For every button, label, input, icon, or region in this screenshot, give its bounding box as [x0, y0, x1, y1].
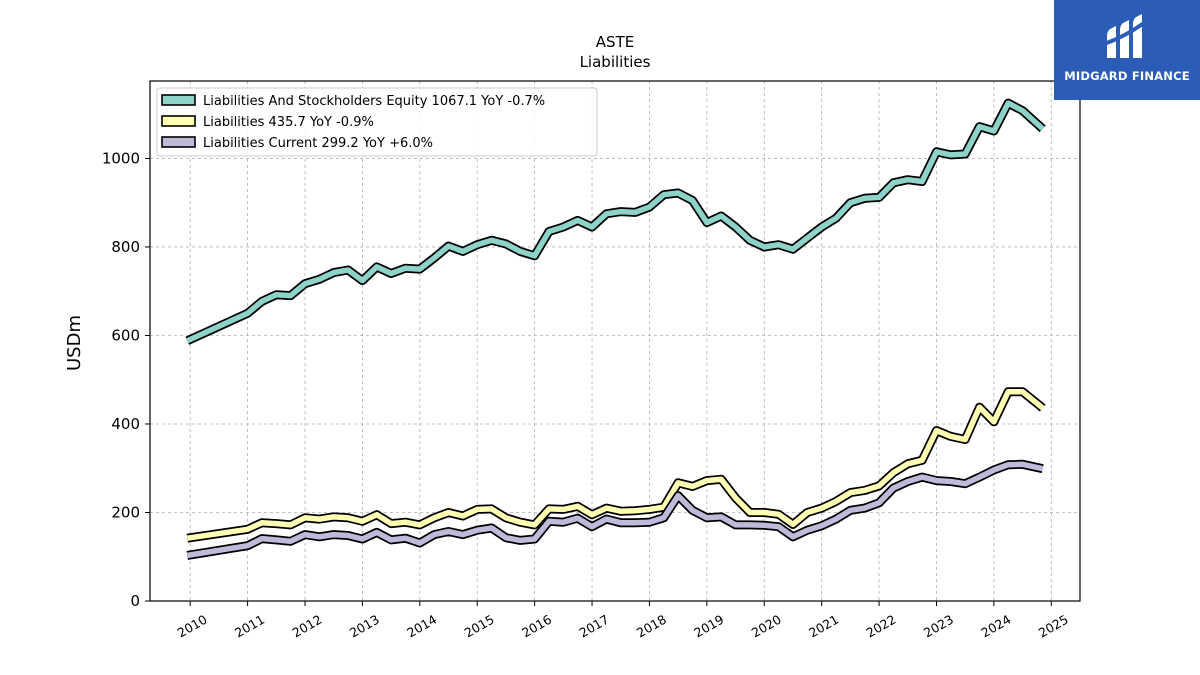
plot-frame: [149, 80, 1081, 602]
legend: Liabilities And Stockholders Equity 1067…: [156, 87, 598, 157]
logo-name: MIDGARD FINANCE: [1064, 69, 1190, 83]
y-axis: 0 200 400 600 800 1000: [102, 149, 150, 610]
x-tick-label-12: 2022: [864, 612, 899, 641]
legend-label-0: Liabilities And Stockholders Equity 1067…: [203, 94, 545, 109]
x-tick-label-3: 2013: [347, 612, 382, 641]
x-tick-label-1: 2011: [232, 612, 267, 641]
y-axis-label: USDm: [64, 315, 85, 371]
y-tick-label-3: 600: [111, 326, 140, 344]
legend-swatch-2: [161, 136, 196, 148]
x-tick-label-6: 2016: [519, 612, 554, 641]
x-axis: 2010 2011 2012 2013 2014 2015 2016 2017 2018 2019…: [175, 601, 1071, 641]
x-tick-label-2: 2012: [289, 612, 324, 641]
series-1: [186, 387, 1046, 543]
legend-swatch-1: [161, 115, 196, 127]
x-tick-label-4: 2014: [404, 612, 439, 641]
x-tick-label-13: 2023: [921, 612, 956, 641]
x-tick-label-10: 2020: [749, 612, 784, 641]
chart-subtitle: Liabilities: [580, 53, 651, 71]
y-tick-label-4: 800: [111, 238, 140, 256]
x-tick-label-8: 2018: [634, 612, 669, 641]
y-tick-label-2: 400: [111, 415, 140, 433]
series-2: [186, 459, 1044, 560]
series-lines: [185, 98, 1046, 560]
x-tick-label-9: 2019: [691, 612, 726, 641]
x-tick-label-11: 2021: [806, 612, 841, 641]
y-tick-label-0: 0: [130, 592, 140, 610]
chart-title: ASTE: [596, 33, 634, 51]
x-tick-label-0: 2010: [175, 612, 210, 641]
legend-swatch-0: [161, 94, 196, 106]
legend-label-1: Liabilities 435.7 YoY -0.9%: [203, 115, 374, 130]
x-tick-label-15: 2025: [1036, 612, 1071, 641]
series-line-2: [186, 461, 1044, 559]
legend-label-2: Liabilities Current 299.2 YoY +6.0%: [203, 136, 433, 151]
y-tick-label-1: 200: [111, 503, 140, 521]
series-line-1: [186, 388, 1045, 541]
x-tick-label-7: 2017: [576, 612, 611, 641]
legend-box: [156, 87, 598, 157]
x-tick-label-5: 2015: [462, 612, 497, 641]
series-0: [185, 98, 1046, 345]
series-line-0: [186, 100, 1045, 344]
x-tick-label-14: 2024: [978, 612, 1013, 641]
logo-mark-icon: [1103, 14, 1150, 58]
y-tick-label-5: 1000: [102, 149, 140, 167]
midgard-finance-logo: MIDGARD FINANCE: [1054, 0, 1200, 100]
